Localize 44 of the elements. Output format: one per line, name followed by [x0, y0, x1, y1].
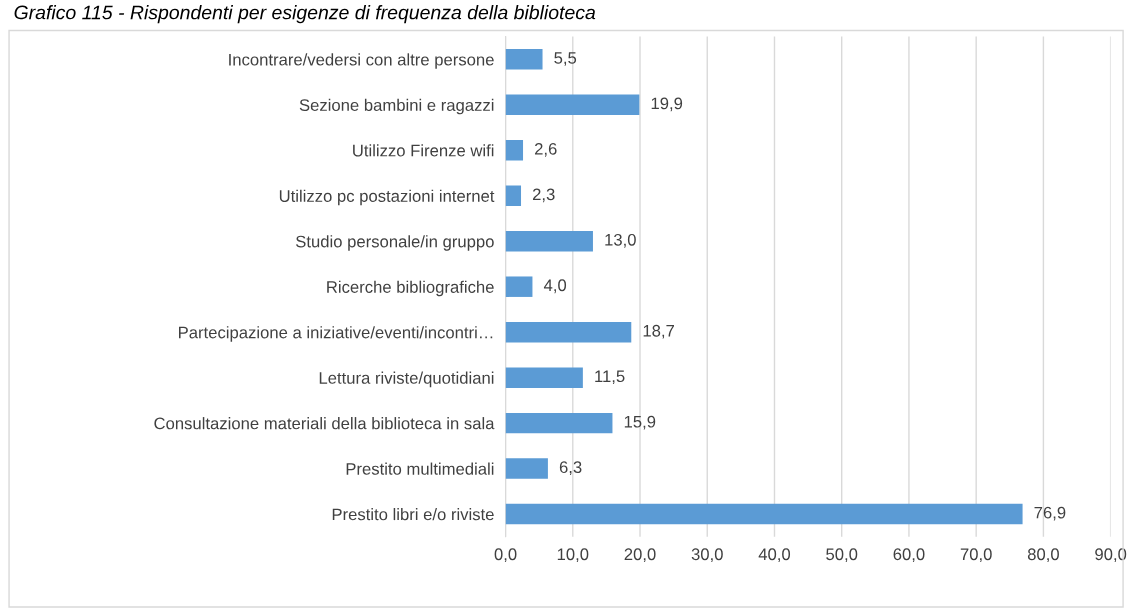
x-tick-label: 50,0 — [826, 548, 858, 563]
data-label: 76,9 — [1034, 506, 1066, 521]
data-label: 2,3 — [532, 188, 555, 203]
y-tick-label: Studio personale/in gruppo — [296, 235, 494, 251]
y-tick-label: Lettura riviste/quotidiani — [319, 371, 494, 388]
bar — [505, 321, 632, 343]
x-tick-label: 90,0 — [1095, 548, 1127, 563]
text: Grafico 115 - Rispondenti per esigenze di frequenza della biblioteca — [14, 5, 596, 24]
x-tick-label: 10,0 — [557, 548, 589, 563]
bar — [505, 503, 1023, 525]
x-tick-label: 30,0 — [691, 548, 723, 563]
x-tick-label: 80,0 — [1027, 548, 1059, 563]
bar — [505, 231, 593, 252]
bar — [505, 276, 533, 297]
y-tick-label: Ricerche bibliografiche — [327, 280, 494, 297]
data-label: 18,7 — [643, 324, 674, 339]
data-label: 6,3 — [559, 461, 582, 476]
bar — [505, 367, 583, 388]
y-tick-label: Utilizzo pc postazioni internet — [279, 189, 495, 206]
y-tick-label: Prestito libri e/o riviste — [332, 508, 494, 521]
x-tick-label: 40,0 — [758, 548, 791, 563]
bar — [505, 458, 548, 479]
data-label: 5,5 — [554, 52, 577, 66]
data-label: 13,0 — [605, 233, 636, 248]
bar — [505, 140, 524, 161]
x-tick-label: 0,0 — [494, 548, 517, 563]
bar — [505, 185, 522, 206]
data-label: 15,9 — [624, 415, 656, 430]
y-tick-label: Sezione bambini e ragazzi — [299, 98, 494, 115]
bar — [505, 412, 613, 434]
data-label: 4,0 — [543, 279, 567, 294]
data-label: 2,6 — [534, 142, 557, 157]
y-tick-label: Prestito multimediali — [346, 462, 494, 475]
data-label: 19,9 — [651, 97, 683, 112]
y-tick-label: Partecipazione a iniziative/eventi/incontri… — [179, 326, 493, 342]
data-label: 11,5 — [595, 370, 625, 385]
x-tick-label: 20,0 — [624, 548, 656, 563]
y-tick-label: Incontrare/vedersi con altre persone — [229, 53, 494, 69]
bar — [505, 94, 640, 116]
y-tick-label: Consultazione materiali della biblioteca in sala — [154, 417, 495, 430]
y-tick-label: Utilizzo Firenze wifi — [353, 144, 494, 157]
x-tick-label: 60,0 — [893, 548, 925, 563]
x-tick-label: 70,0 — [960, 548, 992, 563]
bar — [505, 49, 543, 70]
